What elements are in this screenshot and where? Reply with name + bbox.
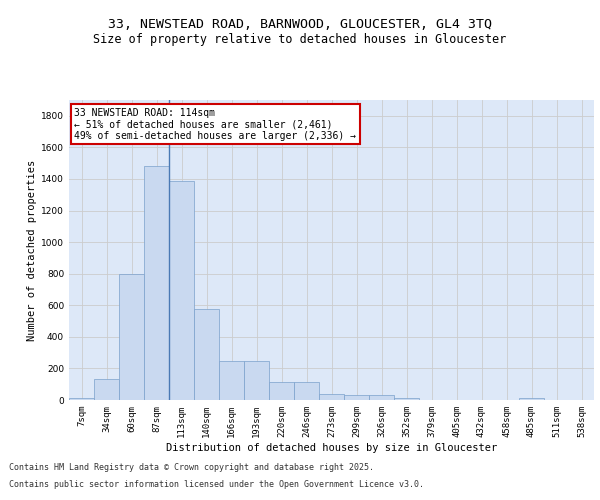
Bar [319, 394, 344, 400]
Y-axis label: Number of detached properties: Number of detached properties [27, 160, 37, 340]
Bar [269, 382, 294, 400]
Bar [144, 166, 169, 400]
Bar [344, 396, 369, 400]
Text: 33, NEWSTEAD ROAD, BARNWOOD, GLOUCESTER, GL4 3TQ: 33, NEWSTEAD ROAD, BARNWOOD, GLOUCESTER,… [108, 18, 492, 30]
Bar [369, 396, 394, 400]
Bar [169, 180, 194, 400]
Text: 33 NEWSTEAD ROAD: 114sqm
← 51% of detached houses are smaller (2,461)
49% of sem: 33 NEWSTEAD ROAD: 114sqm ← 51% of detach… [74, 108, 356, 140]
Bar [519, 398, 544, 400]
Text: Size of property relative to detached houses in Gloucester: Size of property relative to detached ho… [94, 32, 506, 46]
Bar [294, 382, 319, 400]
Bar [194, 309, 219, 400]
Bar [94, 380, 119, 400]
Bar [119, 274, 144, 400]
Bar [394, 398, 419, 400]
Bar [69, 398, 94, 400]
X-axis label: Distribution of detached houses by size in Gloucester: Distribution of detached houses by size … [166, 442, 497, 452]
Text: Contains public sector information licensed under the Open Government Licence v3: Contains public sector information licen… [9, 480, 424, 489]
Bar [219, 360, 244, 400]
Bar [244, 360, 269, 400]
Text: Contains HM Land Registry data © Crown copyright and database right 2025.: Contains HM Land Registry data © Crown c… [9, 464, 374, 472]
